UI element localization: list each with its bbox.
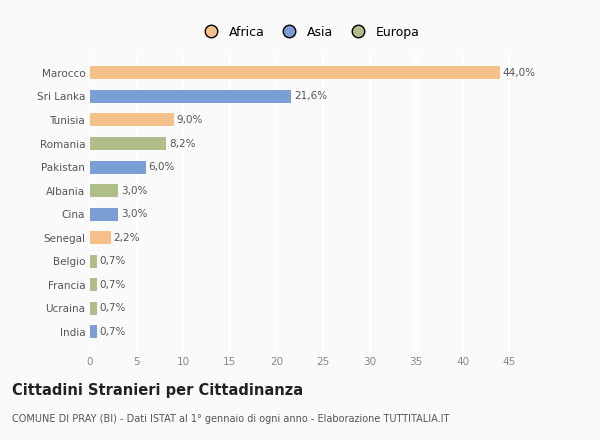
Text: 3,0%: 3,0% [121, 186, 147, 196]
Text: 0,7%: 0,7% [100, 327, 125, 337]
Bar [90, 114, 174, 126]
Text: 9,0%: 9,0% [176, 115, 203, 125]
Bar [90, 326, 97, 338]
Text: 0,7%: 0,7% [100, 303, 125, 313]
Text: 21,6%: 21,6% [294, 92, 327, 102]
Text: 3,0%: 3,0% [121, 209, 147, 219]
Bar [90, 208, 118, 220]
Text: Cittadini Stranieri per Cittadinanza: Cittadini Stranieri per Cittadinanza [12, 383, 303, 398]
Text: 6,0%: 6,0% [149, 162, 175, 172]
Bar [90, 161, 146, 173]
Bar [90, 90, 291, 103]
Bar [90, 184, 118, 197]
Bar [90, 302, 97, 315]
Legend: Africa, Asia, Europa: Africa, Asia, Europa [196, 23, 422, 41]
Bar [90, 231, 110, 244]
Bar [90, 66, 500, 79]
Bar [90, 137, 166, 150]
Text: 8,2%: 8,2% [169, 139, 196, 149]
Bar [90, 279, 97, 291]
Text: 44,0%: 44,0% [503, 68, 536, 78]
Bar [90, 255, 97, 268]
Text: 2,2%: 2,2% [113, 233, 140, 243]
Text: 0,7%: 0,7% [100, 256, 125, 266]
Text: COMUNE DI PRAY (BI) - Dati ISTAT al 1° gennaio di ogni anno - Elaborazione TUTTI: COMUNE DI PRAY (BI) - Dati ISTAT al 1° g… [12, 414, 449, 424]
Text: 0,7%: 0,7% [100, 280, 125, 290]
